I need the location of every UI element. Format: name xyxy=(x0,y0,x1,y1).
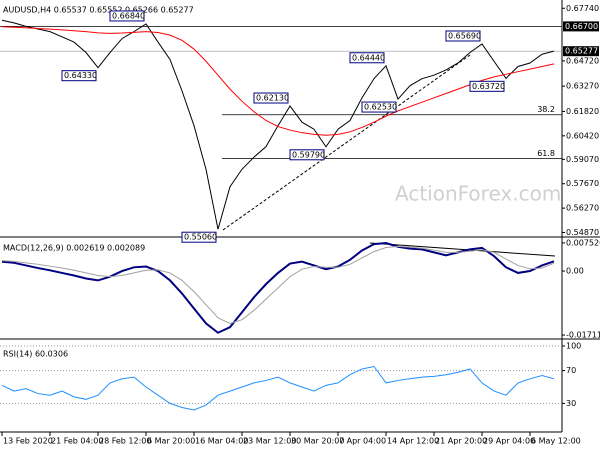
y-tick-label: 0.59070 xyxy=(566,155,599,164)
price-label: 0.65690 xyxy=(448,31,481,40)
y-tick-label: 0.56270 xyxy=(566,204,599,213)
price-label: 0.63720 xyxy=(472,82,505,91)
series-line xyxy=(1,241,555,334)
x-tick-label: 13 Feb 2020 xyxy=(3,437,53,446)
price-label-box xyxy=(349,52,385,64)
x-tick-label: 21 Apr 20:00 xyxy=(435,437,487,446)
price-label-box xyxy=(253,92,289,104)
x-tick-label: 6 Mar 20:00 xyxy=(147,437,195,446)
price-label: 0.62130 xyxy=(256,94,289,103)
trend-line xyxy=(222,54,471,231)
price-label-box xyxy=(181,231,217,243)
x-tick-label: 30 Mar 20:00 xyxy=(291,437,344,446)
y-tick-label: 0.60420 xyxy=(566,131,599,140)
y-tick-label: 100 xyxy=(566,342,581,351)
price-label-box xyxy=(109,10,145,22)
level-box xyxy=(563,21,599,32)
price-label-box xyxy=(361,101,397,113)
y-tick-label: 0.57670 xyxy=(566,179,599,188)
watermark: ActionForex.com xyxy=(395,182,561,206)
x-tick-label: 14 Apr 12:00 xyxy=(387,437,439,446)
x-tick-label: 29 Apr 04:00 xyxy=(483,437,535,446)
price-label-box xyxy=(445,30,481,42)
x-tick-label: 6 May 12:00 xyxy=(531,437,581,446)
price-label-box xyxy=(61,70,97,82)
y-tick-label: 0.64720 xyxy=(566,56,599,65)
price-label: 0.55060 xyxy=(184,233,217,242)
x-tick-label: 28 Feb 12:00 xyxy=(99,437,151,446)
fib-label: 38.2 xyxy=(537,105,555,114)
price-label: 0.66840 xyxy=(112,11,145,20)
level-label: 0.66700 xyxy=(565,22,598,31)
panel-title: AUDUSD,H4 0.65537 0.65552 0.65266 0.6527… xyxy=(3,6,194,15)
y-tick-label: 0.007526 xyxy=(566,238,600,247)
y-tick-label: 30 xyxy=(566,399,576,408)
price-label: 0.59790 xyxy=(292,150,325,159)
panel-title: MACD(12,26,9) 0.002619 0.002089 xyxy=(3,244,145,253)
series-line xyxy=(1,245,555,324)
fib-label: 61.8 xyxy=(537,149,555,158)
x-tick-label: 16 Mar 04:00 xyxy=(195,437,248,446)
y-tick-label: 0.61820 xyxy=(566,107,599,116)
price-label: 0.64440 xyxy=(352,53,385,62)
divergence-line xyxy=(369,242,556,257)
x-tick-label: 21 Feb 04:00 xyxy=(51,437,103,446)
series-line xyxy=(1,26,555,136)
price-label-box xyxy=(469,80,505,92)
y-tick-label: 0.00 xyxy=(566,267,584,276)
x-tick-label: 7 Apr 04:00 xyxy=(339,437,386,446)
series-line xyxy=(1,365,555,411)
y-tick-label: 0.54870 xyxy=(566,228,599,237)
y-tick-label: 0.67740 xyxy=(566,4,599,13)
y-tick-label: -0.017112 xyxy=(566,331,600,340)
x-tick-label: 23 Mar 12:00 xyxy=(243,437,296,446)
level-box xyxy=(563,46,599,57)
level-label: 0.65277 xyxy=(565,47,598,56)
y-tick-label: 0.63270 xyxy=(566,82,599,91)
price-label: 0.62530 xyxy=(364,103,397,112)
price-label: 0.64330 xyxy=(64,71,97,80)
price-label-box xyxy=(289,149,325,161)
panel-title: RSI(14) 60.0306 xyxy=(3,350,68,359)
y-tick-label: 70 xyxy=(566,366,576,375)
series-line xyxy=(1,19,555,230)
